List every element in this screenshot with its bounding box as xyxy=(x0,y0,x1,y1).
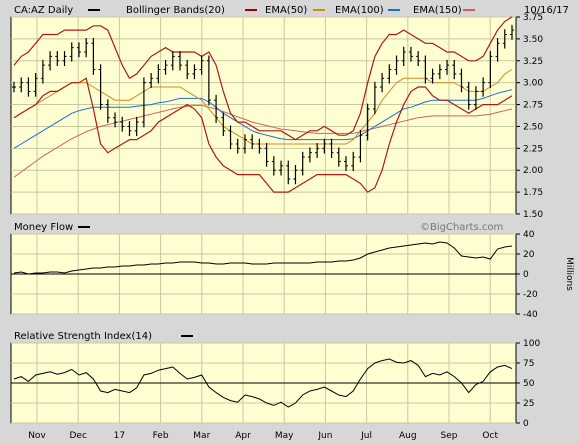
y-tick-label: 3.50 xyxy=(523,35,543,45)
money-flow-ylabel: Millions xyxy=(564,257,574,291)
date-label: 10/16/17 xyxy=(524,5,569,16)
y-tick-label: 0 xyxy=(523,270,529,280)
price-legend: CA:AZ Daily Bollinger Bands(20) EMA(50) … xyxy=(14,5,569,16)
y-tick-label: 25 xyxy=(523,399,534,409)
ema100-line xyxy=(13,89,513,149)
y-tick-label: 0 xyxy=(523,419,529,429)
money-flow-title: Money Flow xyxy=(14,222,73,233)
y-tick-label: 2.50 xyxy=(523,122,543,132)
legend-ema50: EMA(50) xyxy=(265,5,307,16)
y-tick-label: 1.75 xyxy=(523,188,543,198)
legend-swatch-ema150 xyxy=(388,9,400,11)
rsi-title: Relative Strength Index(14) xyxy=(14,331,152,342)
x-tick-label: Feb xyxy=(153,431,169,441)
x-tick-label: Oct xyxy=(482,431,498,441)
y-tick-label: 3.00 xyxy=(523,79,543,89)
money-flow-line xyxy=(13,241,513,275)
bollinger-lower-line xyxy=(13,77,513,193)
x-tick-label: Sep xyxy=(441,431,458,441)
y-tick-label: -40 xyxy=(523,310,538,320)
legend-ema100: EMA(100) xyxy=(335,5,384,16)
legend-swatch-ema100 xyxy=(313,9,325,11)
x-tick-label: Aug xyxy=(399,431,417,441)
legend-swatch-bollinger xyxy=(88,9,100,11)
x-tick-label: May xyxy=(275,431,294,441)
y-tick-label: 40 xyxy=(523,230,535,240)
y-tick-label: 20 xyxy=(523,250,535,260)
x-tick-label: 17 xyxy=(114,431,125,441)
ema50-line xyxy=(13,69,513,145)
legend-bollinger: Bollinger Bands(20) xyxy=(126,5,225,16)
y-tick-label: 2.00 xyxy=(523,166,543,176)
legend-swatch-ema50 xyxy=(245,9,257,11)
y-tick-label: 3.75 xyxy=(523,13,543,23)
y-tick-label: 1.50 xyxy=(523,210,543,220)
y-tick-label: 50 xyxy=(523,379,535,389)
x-tick-label: Mar xyxy=(193,431,210,441)
legend-swatch-extra xyxy=(463,9,475,11)
legend-ema150: EMA(150) xyxy=(413,5,462,16)
symbol-label: CA:AZ Daily xyxy=(14,5,73,16)
y-tick-label: 100 xyxy=(523,339,540,349)
x-tick-label: Dec xyxy=(69,431,86,441)
x-tick-label: Jul xyxy=(360,431,372,441)
x-tick-label: Apr xyxy=(235,431,251,441)
bollinger-upper-line xyxy=(13,16,513,141)
y-tick-label: -20 xyxy=(523,290,538,300)
y-tick-label: 3.25 xyxy=(523,57,543,67)
y-tick-label: 2.75 xyxy=(523,101,543,111)
x-tick-label: Nov xyxy=(28,431,46,441)
y-tick-label: 75 xyxy=(523,359,534,369)
y-tick-label: 2.25 xyxy=(523,144,543,154)
x-tick-label: Jun xyxy=(317,431,332,441)
money-flow-swatch xyxy=(78,226,90,228)
rsi-swatch xyxy=(181,335,193,337)
rsi-line xyxy=(13,358,513,408)
watermark: ©BigCharts.com xyxy=(420,222,503,233)
